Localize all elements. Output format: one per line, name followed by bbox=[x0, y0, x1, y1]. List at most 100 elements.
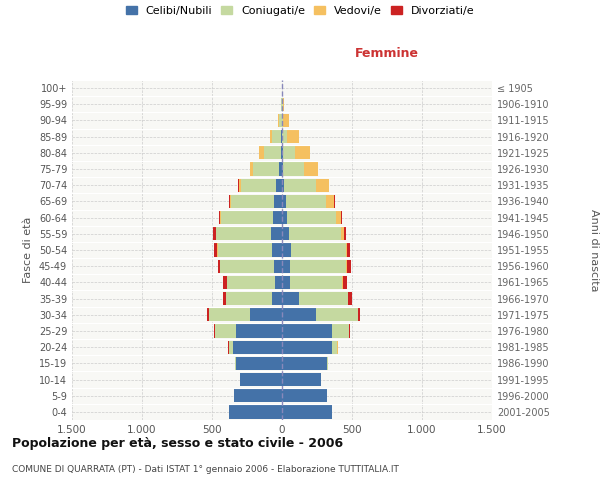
Bar bbox=[229, 340, 233, 354]
Bar bbox=[250, 308, 282, 322]
Bar bbox=[286, 195, 326, 208]
Bar bbox=[346, 244, 347, 256]
Bar bbox=[214, 244, 217, 256]
Bar bbox=[316, 178, 329, 192]
Bar bbox=[229, 195, 231, 208]
Bar bbox=[287, 211, 336, 224]
Bar bbox=[282, 389, 327, 402]
Bar bbox=[326, 195, 334, 208]
Bar bbox=[358, 308, 359, 322]
Bar bbox=[221, 211, 273, 224]
Bar bbox=[336, 211, 341, 224]
Bar bbox=[282, 356, 327, 370]
Bar bbox=[241, 178, 277, 192]
Bar bbox=[327, 356, 328, 370]
Bar bbox=[220, 211, 221, 224]
Bar bbox=[282, 324, 332, 338]
Bar bbox=[347, 244, 350, 256]
Bar bbox=[209, 308, 250, 322]
Bar bbox=[278, 162, 282, 175]
Bar bbox=[282, 260, 290, 273]
Bar bbox=[346, 260, 347, 273]
Bar bbox=[282, 406, 332, 418]
Bar bbox=[289, 227, 341, 240]
Bar bbox=[239, 178, 241, 192]
Bar bbox=[282, 373, 321, 386]
Bar bbox=[282, 162, 283, 175]
Bar bbox=[213, 227, 215, 240]
Bar bbox=[235, 389, 282, 402]
Text: Popolazione per età, sesso e stato civile - 2006: Popolazione per età, sesso e stato civil… bbox=[12, 438, 343, 450]
Bar bbox=[207, 308, 209, 322]
Bar bbox=[226, 292, 272, 305]
Bar bbox=[283, 130, 287, 143]
Bar bbox=[215, 227, 216, 240]
Bar bbox=[348, 292, 352, 305]
Bar bbox=[218, 211, 220, 224]
Bar bbox=[304, 162, 319, 175]
Bar bbox=[223, 292, 226, 305]
Bar bbox=[282, 195, 286, 208]
Text: COMUNE DI QUARRATA (PT) - Dati ISTAT 1° gennaio 2006 - Elaborazione TUTTITALIA.I: COMUNE DI QUARRATA (PT) - Dati ISTAT 1° … bbox=[12, 466, 399, 474]
Bar bbox=[282, 114, 283, 127]
Bar bbox=[282, 244, 291, 256]
Bar bbox=[344, 227, 346, 240]
Bar bbox=[240, 373, 282, 386]
Bar bbox=[282, 308, 316, 322]
Bar bbox=[279, 114, 281, 127]
Bar bbox=[277, 178, 282, 192]
Text: Anni di nascita: Anni di nascita bbox=[589, 209, 599, 291]
Bar bbox=[272, 292, 282, 305]
Bar bbox=[235, 356, 236, 370]
Bar bbox=[271, 227, 282, 240]
Bar bbox=[281, 146, 282, 160]
Bar bbox=[275, 276, 282, 289]
Bar bbox=[236, 324, 282, 338]
Bar bbox=[284, 178, 316, 192]
Bar bbox=[316, 308, 358, 322]
Text: Femmine: Femmine bbox=[355, 46, 419, 60]
Bar bbox=[214, 324, 215, 338]
Bar bbox=[287, 130, 299, 143]
Bar bbox=[283, 114, 289, 127]
Bar bbox=[349, 324, 350, 338]
Bar bbox=[332, 324, 349, 338]
Bar bbox=[283, 162, 304, 175]
Bar bbox=[282, 276, 290, 289]
Bar bbox=[282, 227, 289, 240]
Bar bbox=[223, 276, 227, 289]
Bar bbox=[272, 244, 282, 256]
Legend: Celibi/Nubili, Coniugati/e, Vedovi/e, Divorziati/e: Celibi/Nubili, Coniugati/e, Vedovi/e, Di… bbox=[125, 6, 475, 16]
Bar bbox=[229, 406, 282, 418]
Bar bbox=[299, 292, 348, 305]
Bar bbox=[283, 98, 284, 111]
Bar bbox=[282, 292, 299, 305]
Bar bbox=[269, 130, 272, 143]
Bar bbox=[273, 211, 282, 224]
Y-axis label: Fasce di età: Fasce di età bbox=[23, 217, 33, 283]
Bar bbox=[290, 276, 342, 289]
Bar bbox=[218, 244, 272, 256]
Bar bbox=[343, 276, 347, 289]
Bar bbox=[220, 260, 274, 273]
Bar bbox=[281, 130, 282, 143]
Bar bbox=[282, 178, 284, 192]
Bar bbox=[253, 162, 278, 175]
Bar bbox=[291, 244, 346, 256]
Bar bbox=[347, 260, 352, 273]
Bar bbox=[218, 260, 220, 273]
Bar bbox=[290, 260, 346, 273]
Bar bbox=[341, 211, 343, 224]
Bar bbox=[282, 146, 283, 160]
Bar bbox=[236, 356, 282, 370]
Bar bbox=[274, 260, 282, 273]
Bar bbox=[227, 276, 275, 289]
Bar bbox=[215, 324, 236, 338]
Bar bbox=[216, 227, 271, 240]
Bar bbox=[274, 195, 282, 208]
Bar bbox=[283, 146, 295, 160]
Bar bbox=[341, 227, 344, 240]
Bar bbox=[295, 146, 310, 160]
Bar bbox=[264, 146, 281, 160]
Bar bbox=[233, 340, 282, 354]
